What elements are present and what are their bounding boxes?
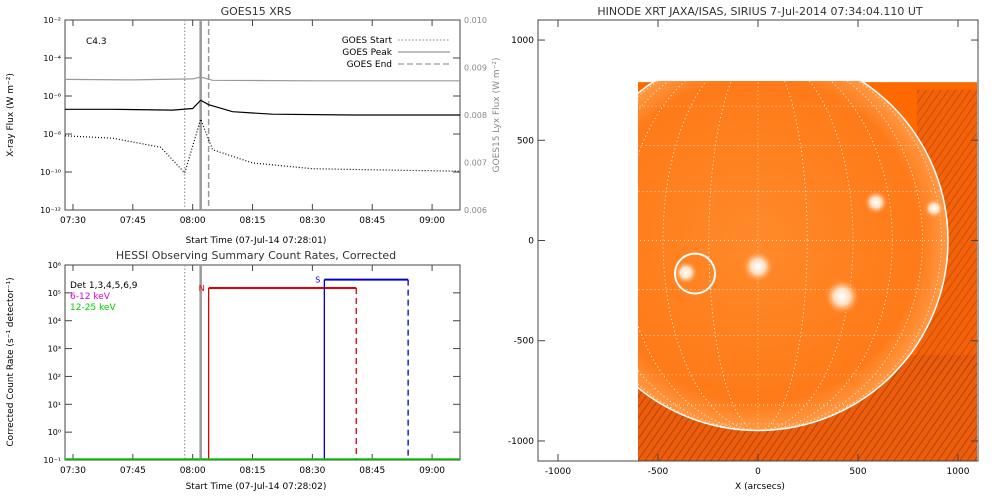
x-tick-label: 07:30 xyxy=(60,466,86,476)
goes-x-ticks: 07:30 07:45 08:00 08:15 08:30 08:45 09:00 xyxy=(60,20,445,226)
y-tick-label: 10² xyxy=(48,372,61,381)
goes-legend-label: GOES End xyxy=(347,60,392,70)
hessi-panel: HESSI Observing Summary Count Rates, Cor… xyxy=(6,249,461,492)
y-tick-label: -1000 xyxy=(508,437,534,447)
y-tick-label: 0 xyxy=(528,237,534,247)
x-tick-label: 0 xyxy=(755,467,761,477)
hessi-y-label: Corrected Count Rate (s⁻¹ detector⁻¹) xyxy=(6,277,16,446)
goes-long-channel-line xyxy=(65,99,460,116)
x-tick-label: -1000 xyxy=(545,467,571,477)
x-tick-label: 07:30 xyxy=(60,216,86,226)
flare-location-circle xyxy=(674,252,716,295)
goes-short-channel-line xyxy=(64,117,461,175)
y-tick-label: 10⁻² xyxy=(43,16,61,25)
solar-limb xyxy=(638,81,949,432)
hessi-x-ticks: 07:30 07:45 08:00 08:15 08:30 08:45 09:00 xyxy=(60,265,445,476)
hessi-y-ticks: 10⁻¹ 10⁰ 10¹ 10² 10³ 10⁴ 10⁵ 10⁶ xyxy=(43,261,460,465)
x-tick-label: 09:00 xyxy=(419,466,445,476)
x-tick-label: 09:00 xyxy=(419,216,445,226)
xrt-title: HINODE XRT JAXA/ISAS, SIRIUS 7-Jul-2014 … xyxy=(597,5,923,18)
y-tick-label: 10⁻⁴ xyxy=(43,54,61,63)
x-tick-label: 08:45 xyxy=(359,216,385,226)
hessi-attenuator-intervals: NS xyxy=(199,276,409,460)
hessi-goes-markers xyxy=(184,265,202,460)
goes-xrs-panel: GOES15 XRS 07:30 07:45 08:00 08:15 08:30 08:4… xyxy=(6,5,502,246)
goes-y2-label: GOES15 Lyx Flux (W m⁻²) xyxy=(492,58,502,173)
goes-y-ticks: 10⁻¹² 10⁻¹⁰ 10⁻⁸ 10⁻⁶ 10⁻⁴ 10⁻² xyxy=(40,16,460,215)
goes-lyman-alpha-line xyxy=(64,76,460,82)
x-tick-label: 08:00 xyxy=(180,216,206,226)
x-tick-label: 1000 xyxy=(947,467,970,477)
y2-tick-label: 0.008 xyxy=(464,111,487,120)
goes-legend-label: GOES Start xyxy=(342,36,393,46)
goes-y2-ticks: 0.006 0.007 0.008 0.009 0.010 xyxy=(464,16,487,215)
xrt-image xyxy=(638,81,977,461)
x-tick-label: -500 xyxy=(648,467,669,477)
goes-legend: GOES Start GOES Peak GOES End xyxy=(342,36,450,70)
y-tick-label: 10⁻¹⁰ xyxy=(40,168,61,177)
solar-disk xyxy=(638,81,948,431)
goes-legend-label: GOES Peak xyxy=(342,48,392,58)
y-tick-label: 10⁻¹² xyxy=(40,206,61,215)
y2-tick-label: 0.010 xyxy=(464,16,487,25)
goes-title: GOES15 XRS xyxy=(221,5,292,18)
y-tick-label: 10⁶ xyxy=(48,261,61,270)
hessi-legend-label: 12-25 keV xyxy=(70,303,116,313)
y-tick-label: 10⁻⁸ xyxy=(43,130,61,139)
hessi-legend-label: Det 1,3,4,5,6,9 xyxy=(70,281,138,291)
x-tick-label: 07:45 xyxy=(120,466,146,476)
active-region xyxy=(674,260,698,285)
y2-tick-label: 0.009 xyxy=(464,64,487,73)
y2-tick-label: 0.007 xyxy=(464,159,487,168)
y2-tick-label: 0.006 xyxy=(464,206,487,215)
y-tick-label: 10¹ xyxy=(48,400,61,409)
y-tick-label: 10⁴ xyxy=(48,317,61,326)
x-tick-label: 08:45 xyxy=(359,466,385,476)
goes-y-label: X-ray Flux (W m⁻²) xyxy=(6,73,16,157)
xrt-y-ticks: -1000 -500 0 500 1000 xyxy=(508,36,978,447)
active-region xyxy=(924,198,944,219)
y-tick-label: 10⁻⁶ xyxy=(43,92,61,101)
y-tick-label: 10⁰ xyxy=(48,428,61,437)
x-tick-label: 08:30 xyxy=(299,216,325,226)
goes-flare-markers xyxy=(184,20,210,210)
interval-label: N xyxy=(199,284,205,293)
active-region xyxy=(824,278,860,315)
y-tick-label: 10³ xyxy=(48,345,61,354)
y-tick-label: 1000 xyxy=(511,36,534,46)
hessi-x-label: Start Time (07-Jul-14 07:28:02) xyxy=(186,482,327,492)
goes-x-label: Start Time (07-Jul-14 07:28:01) xyxy=(186,236,327,246)
active-region xyxy=(742,250,774,283)
interval-label: S xyxy=(315,276,320,285)
x-tick-label: 08:30 xyxy=(299,466,325,476)
x-tick-label: 500 xyxy=(849,467,866,477)
xrt-x-ticks: -1000 -500 0 500 1000 xyxy=(545,20,970,477)
hessi-plot-frame xyxy=(64,264,461,461)
y-tick-label: 10⁵ xyxy=(48,289,61,298)
hessi-title: HESSI Observing Summary Count Rates, Cor… xyxy=(116,249,396,262)
x-tick-label: 08:00 xyxy=(180,466,206,476)
hessi-legend-label: 6-12 keV xyxy=(70,292,111,302)
goes-series xyxy=(64,76,461,175)
y-tick-label: 500 xyxy=(517,136,534,146)
xrt-image-panel: HINODE XRT JAXA/ISAS, SIRIUS 7-Jul-2014 … xyxy=(508,5,979,492)
active-region xyxy=(864,190,888,215)
y-tick-label: 10⁻¹ xyxy=(43,456,61,465)
x-tick-label: 08:15 xyxy=(240,466,266,476)
x-tick-label: 07:45 xyxy=(120,216,146,226)
xrt-x-label: X (arcsecs) xyxy=(735,482,785,492)
y-tick-label: -500 xyxy=(514,337,535,347)
longitude-line xyxy=(662,81,854,431)
x-tick-label: 08:15 xyxy=(240,216,266,226)
goes-class-label: C4.3 xyxy=(86,37,107,47)
